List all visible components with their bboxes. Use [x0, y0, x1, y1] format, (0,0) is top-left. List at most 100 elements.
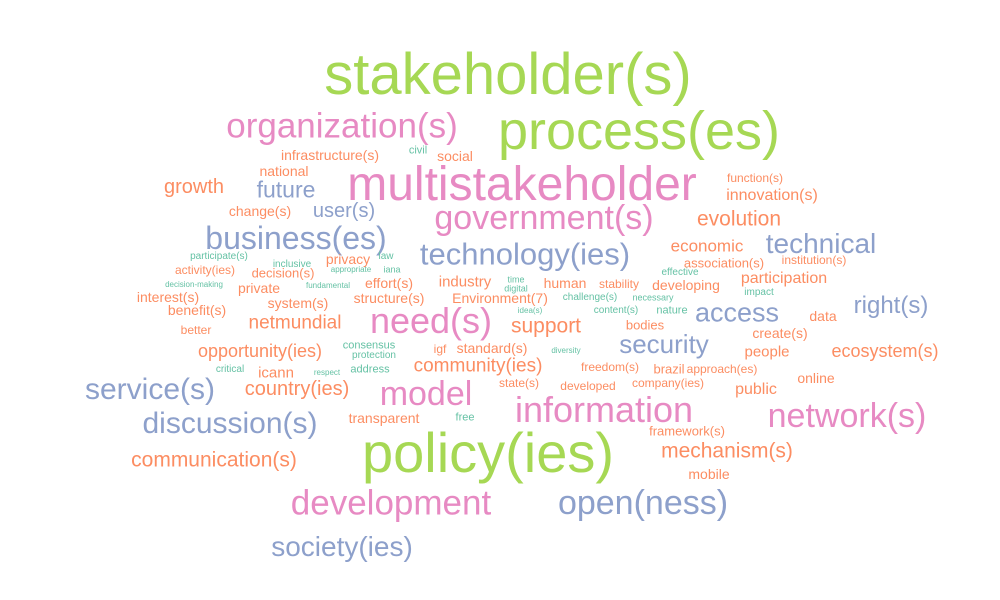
word-interest-s: interest(s): [136, 289, 200, 305]
word-support: support: [510, 314, 582, 338]
word-private: private: [237, 280, 281, 296]
word-effort-s: effort(s): [365, 275, 413, 291]
word-online: online: [797, 370, 835, 386]
word-growth: growth: [163, 176, 225, 198]
word-law: law: [378, 251, 394, 262]
word-system-s: system(s): [267, 295, 329, 311]
word-civil: civil: [408, 144, 428, 157]
word-communication-s: communication(s): [131, 448, 297, 472]
word-society-ies: society(ies): [271, 531, 413, 562]
word-freedom-s: freedom(s): [580, 360, 640, 374]
word-better: better: [180, 323, 212, 337]
word-national: national: [259, 163, 309, 179]
word-stakeholder-s: stakeholder(s): [324, 42, 692, 107]
word-security: security: [619, 329, 709, 359]
word-information: information: [514, 389, 694, 430]
word-participation: participation: [740, 270, 828, 287]
word-user-s: user(s): [312, 200, 376, 222]
word-activity-ies: activity(ies): [174, 263, 236, 277]
word-company-ies: company(ies): [631, 376, 705, 390]
word-organization-s: organization(s): [226, 106, 458, 146]
word-developed: developed: [560, 379, 616, 393]
word-policy-ies: policy(ies): [361, 421, 615, 484]
word-igf: igf: [433, 342, 447, 356]
word-idea-s: idea(s): [517, 306, 543, 315]
word-infrastructure-s: infrastructure(s): [280, 147, 380, 163]
word-nature: nature: [656, 304, 688, 317]
word-digital: digital: [504, 283, 528, 294]
word-institution-s: institution(s): [781, 253, 847, 267]
word-network-s: network(s): [767, 397, 927, 435]
word-future: future: [256, 176, 316, 203]
word-economic: economic: [670, 236, 744, 256]
word-discussion-s: discussion(s): [142, 407, 318, 440]
word-need-s: need(s): [369, 300, 493, 341]
word-country-ies: country(ies): [244, 378, 350, 400]
word-environment-7: Environment(7): [452, 290, 548, 306]
word-appropriate: appropriate: [330, 265, 372, 274]
word-service-s: service(s): [84, 373, 216, 406]
word-business-es: business(es): [205, 220, 387, 256]
word-ecosystem-s: ecosystem(s): [831, 341, 939, 361]
word-challenge-s: challenge(s): [562, 292, 618, 303]
word-human: human: [543, 275, 587, 291]
word-inclusive: inclusive: [272, 259, 312, 270]
word-stability: stability: [598, 277, 640, 291]
word-multistakeholder: multistakeholder: [347, 158, 697, 211]
word-time: time: [507, 274, 525, 285]
word-state-s: state(s): [498, 376, 540, 390]
word-industry: industry: [438, 273, 492, 291]
word-decision-s: decision(s): [251, 265, 315, 281]
word-decision-making: decision-making: [165, 280, 223, 289]
word-access: access: [694, 297, 780, 328]
word-structure-s: structure(s): [353, 290, 425, 306]
word-consensus: consensus: [342, 339, 396, 352]
word-privacy: privacy: [325, 251, 371, 267]
word-diversity: diversity: [551, 346, 581, 355]
word-people: people: [744, 343, 790, 361]
word-government-s: government(s): [434, 199, 654, 237]
word-developing: developing: [652, 277, 720, 293]
word-respect: respect: [313, 368, 341, 377]
word-content-s: content(s): [593, 305, 639, 316]
word-change-s: change(s): [228, 203, 292, 219]
word-standard-s: standard(s): [456, 340, 528, 356]
word-data: data: [809, 308, 837, 324]
word-necessary: necessary: [632, 292, 674, 303]
word-benefit-s: benefit(s): [167, 302, 227, 318]
word-participate-s: participate(s): [190, 251, 248, 262]
word-mechanism-s: mechanism(s): [661, 439, 793, 463]
word-fundamental: fundamental: [305, 281, 351, 290]
word-mobile: mobile: [688, 466, 730, 482]
word-model: model: [379, 375, 473, 413]
word-association-s: association(s): [683, 255, 765, 271]
word-social: social: [437, 148, 473, 164]
word-impact: impact: [744, 287, 774, 298]
word-opportunity-ies: opportunity(ies): [197, 341, 323, 361]
word-protection: protection: [352, 350, 396, 361]
word-create-s: create(s): [752, 325, 808, 341]
word-public: public: [735, 381, 777, 398]
word-development: development: [290, 483, 492, 523]
word-technical: technical: [765, 228, 877, 259]
word-framework-s: framework(s): [649, 423, 725, 439]
word-right-s: right(s): [853, 292, 929, 319]
word-icann: icann: [258, 364, 294, 382]
word-open-ness: open(ness): [557, 484, 729, 522]
word-approach-es: approach(es): [686, 362, 758, 376]
word-evolution: evolution: [696, 207, 782, 231]
word-function-s: function(s): [726, 171, 784, 185]
word-iana: iana: [383, 264, 401, 275]
word-free: free: [455, 411, 475, 424]
word-process-es: process(es): [497, 101, 781, 161]
word-innovation-s: innovation(s): [726, 187, 818, 204]
word-effective: effective: [661, 267, 699, 278]
word-brazil: brazil: [653, 361, 685, 377]
word-community-ies: community(ies): [413, 355, 543, 377]
word-bodies: bodies: [625, 317, 665, 333]
word-address: address: [350, 363, 390, 376]
word-netmundial: netmundial: [248, 312, 342, 334]
word-critical: critical: [215, 364, 245, 375]
word-technology-ies: technology(ies): [419, 236, 631, 272]
